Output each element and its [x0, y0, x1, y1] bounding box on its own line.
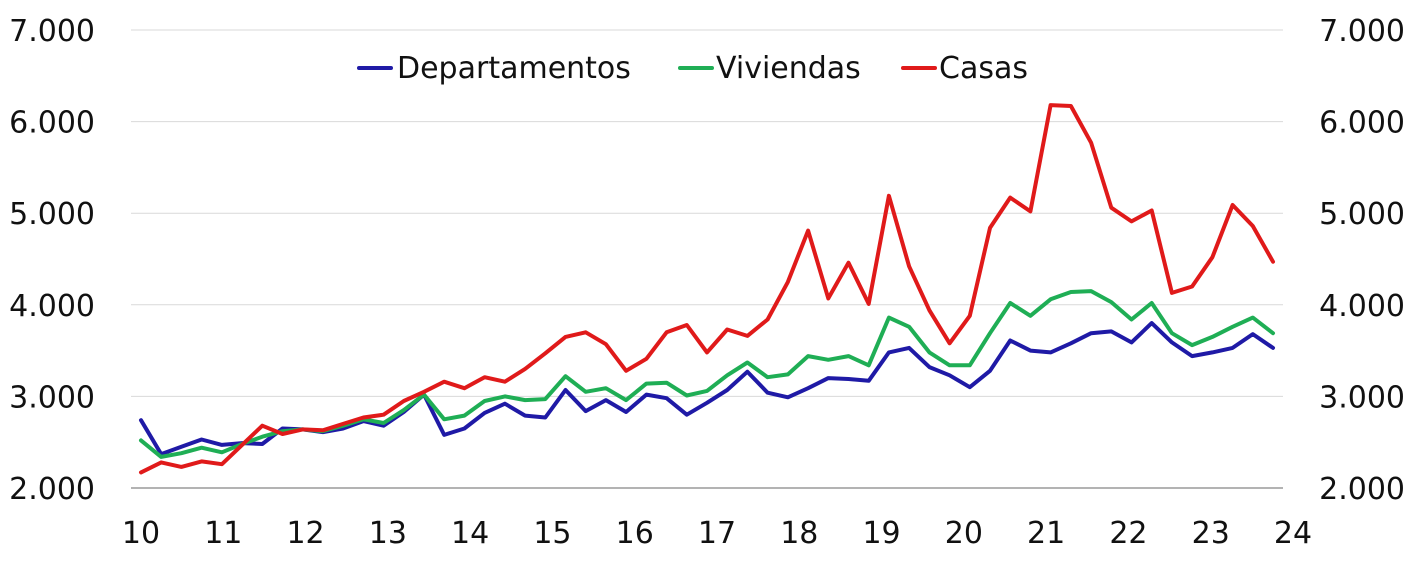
y-tick-label-right: 6.000: [1319, 106, 1405, 141]
x-tick-label: 20: [945, 516, 983, 551]
y-tick-label-left: 3.000: [9, 380, 95, 415]
x-tick-labels: 10 11 12 13 14 15 16 17 18 19 20 21 22 23 24: [122, 516, 1312, 551]
x-tick-label: 11: [204, 516, 242, 551]
x-tick-label: 18: [780, 516, 818, 551]
x-tick-label: 24: [1274, 516, 1312, 551]
series-line-casas: [139, 103, 1275, 475]
x-tick-label: 15: [533, 516, 571, 551]
legend-label-viviendas: Viviendas: [716, 51, 861, 86]
x-tick-label: 14: [451, 516, 489, 551]
y-tick-label-right: 5.000: [1319, 197, 1405, 232]
x-tick-label: 19: [862, 516, 900, 551]
x-tick-label: 23: [1192, 516, 1230, 551]
x-tick-label: 22: [1109, 516, 1147, 551]
y-tick-label-right: 7.000: [1319, 14, 1405, 49]
x-tick-label: 10: [122, 516, 160, 551]
y-tick-label-left: 4.000: [9, 289, 95, 324]
x-tick-label: 12: [286, 516, 324, 551]
gridlines: [131, 29, 1283, 397]
y-tick-label-left: 2.000: [9, 472, 95, 507]
legend-label-casas: Casas: [939, 51, 1028, 86]
y-tick-label-left: 7.000: [9, 14, 95, 49]
x-tick-label: 17: [698, 516, 736, 551]
x-tick-label: 13: [369, 516, 407, 551]
x-tick-label: 21: [1027, 516, 1065, 551]
y-tick-label-right: 4.000: [1319, 289, 1405, 324]
y-tick-label-left: 6.000: [9, 106, 95, 141]
y-tick-label-right: 3.000: [1319, 380, 1405, 415]
legend: Departamentos Viviendas Casas: [357, 51, 1028, 86]
y-axis-left: 2.000 3.000 4.000 5.000 6.000 7.000: [9, 14, 95, 507]
series-line-viviendas: [139, 289, 1275, 459]
y-tick-label-left: 5.000: [9, 197, 95, 232]
y-axis-right: 2.000 3.000 4.000 5.000 6.000 7.000: [1319, 14, 1405, 507]
y-tick-label-right: 2.000: [1319, 472, 1405, 507]
legend-label-departamentos: Departamentos: [397, 51, 631, 86]
series-lines: [139, 103, 1275, 475]
x-tick-label: 16: [616, 516, 654, 551]
